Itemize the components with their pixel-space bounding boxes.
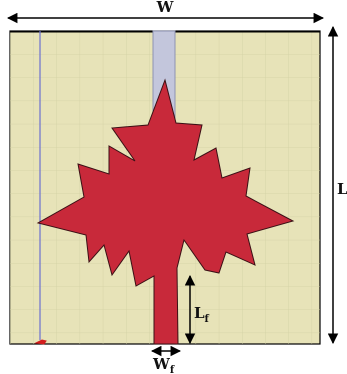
port-marker-icon [34,339,47,345]
maple-leaf-patch [36,78,295,345]
feed-length-label-base: L [194,304,205,322]
length-label: L [337,180,347,198]
feed-length-label: Lf [194,304,210,325]
feed-width-label-base: W [152,355,171,373]
feed-width-label-sub: f [170,365,175,374]
feed-length-label-sub: f [205,314,210,325]
width-label: W [156,0,175,16]
feed-width-label: Wf [152,355,175,374]
